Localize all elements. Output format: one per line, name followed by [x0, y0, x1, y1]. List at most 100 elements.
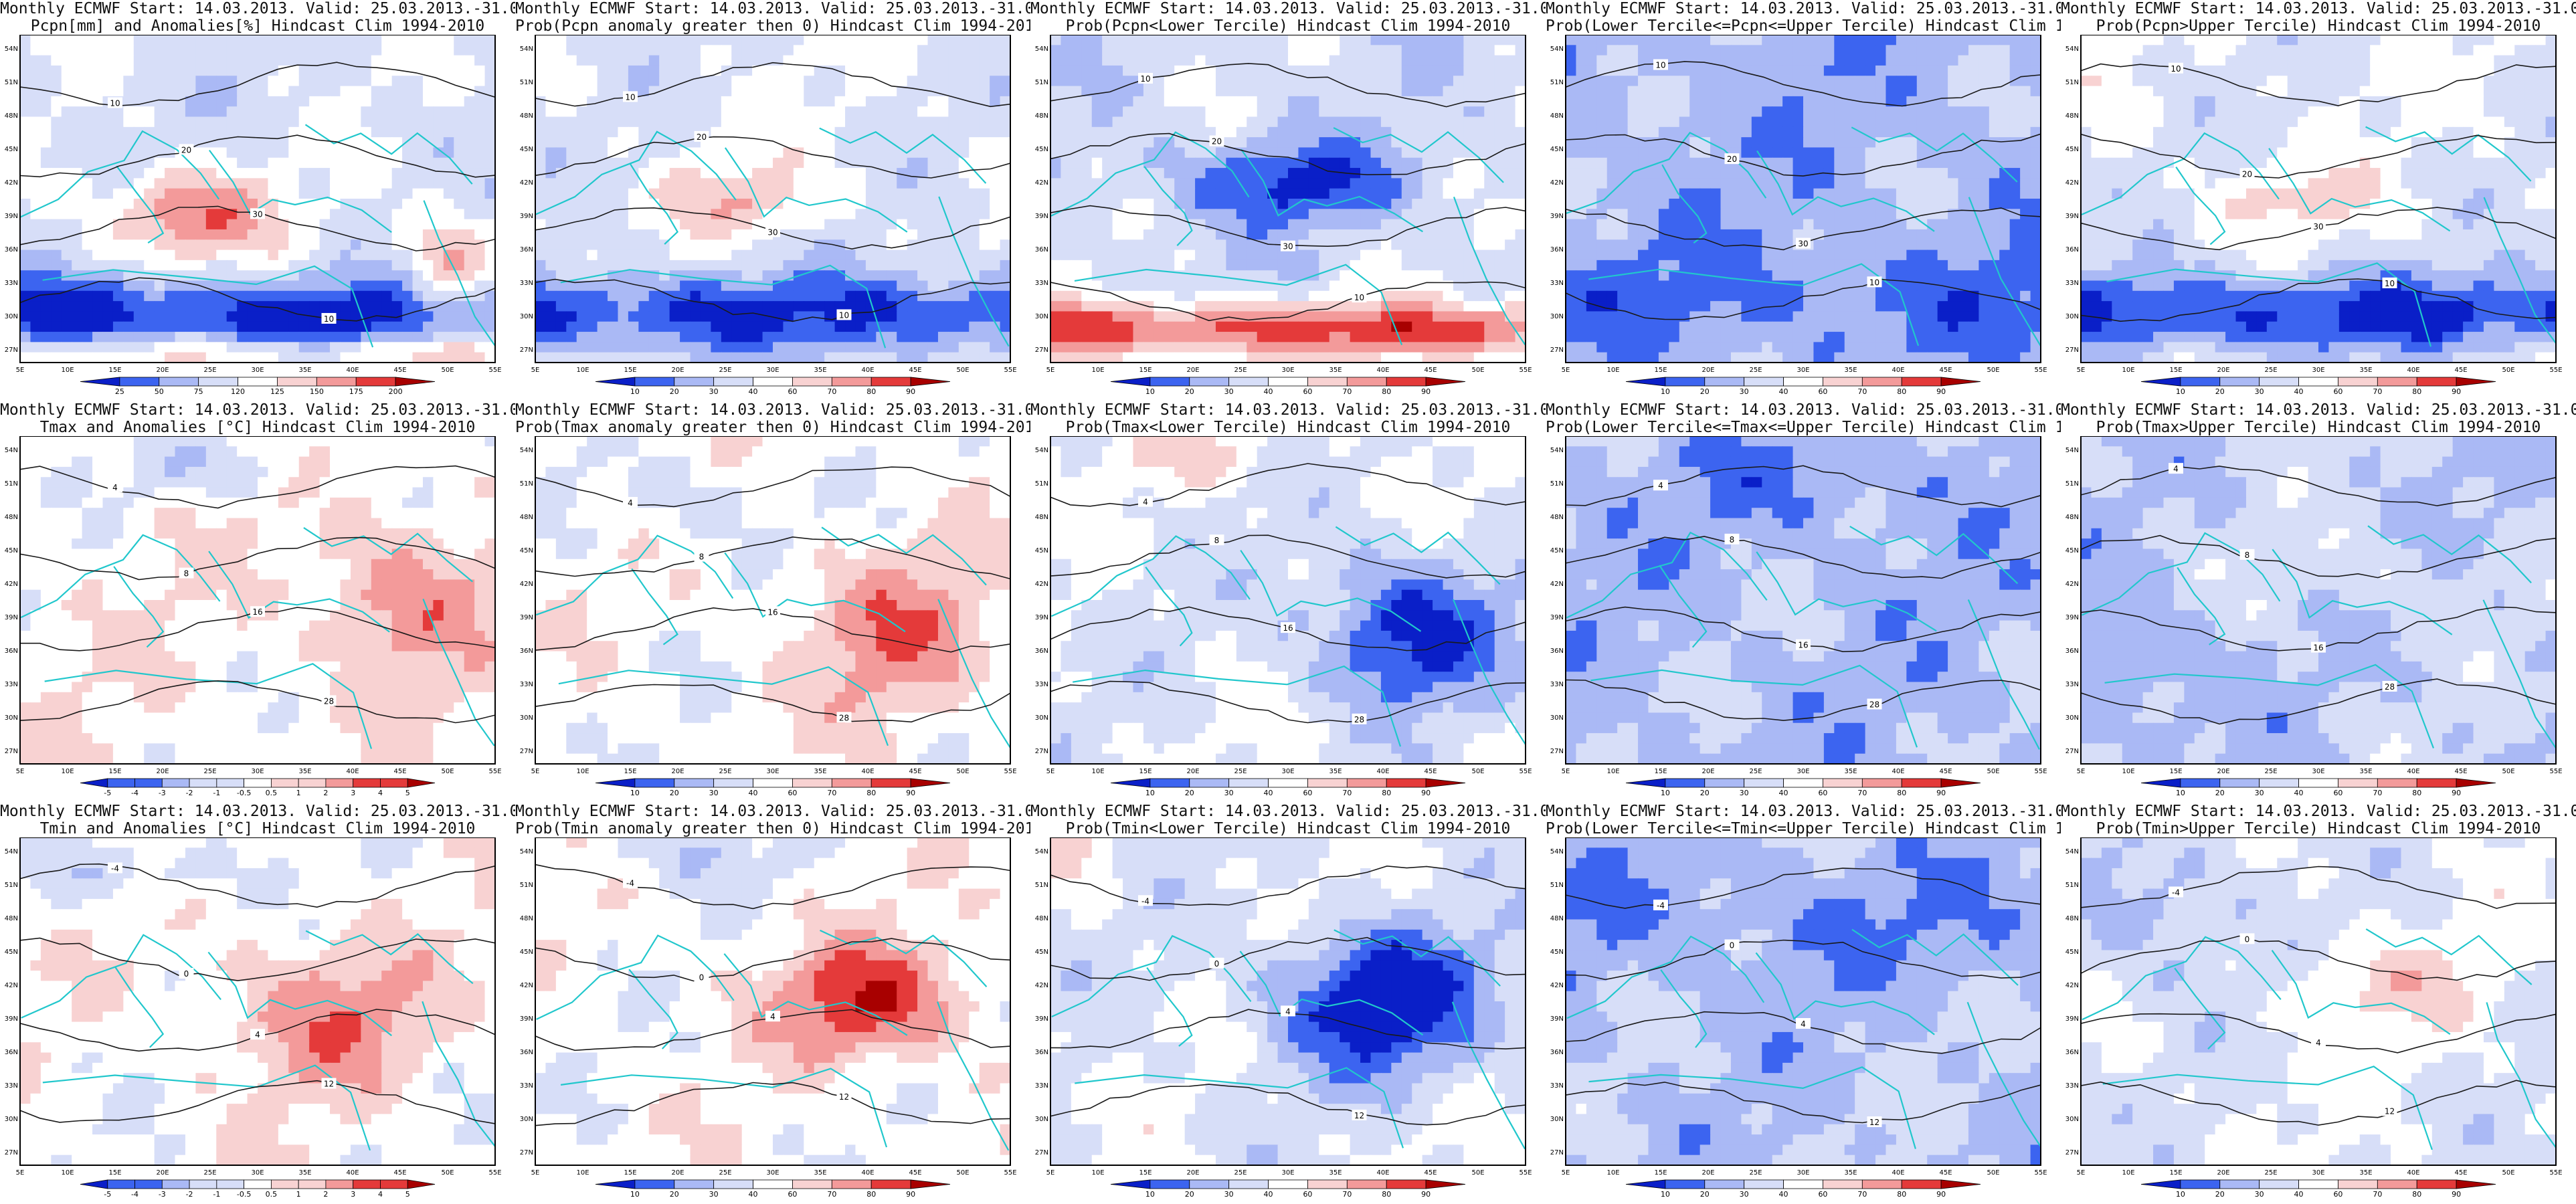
coastline	[560, 264, 887, 348]
longitude-label: 35E	[814, 367, 826, 374]
coastline	[209, 149, 392, 233]
latitude-label: 54N	[1035, 45, 1048, 53]
latitude-label: 36N	[1550, 647, 1564, 655]
contour-line	[1050, 281, 1526, 322]
contour-label: 10	[1140, 74, 1150, 84]
longitude-label: 20E	[156, 768, 169, 775]
longitude-label: 40E	[2407, 1169, 2419, 1177]
longitude-label: 55E	[488, 1169, 501, 1177]
colorbar-label: 30	[1224, 387, 1234, 396]
longitude-label: 55E	[2549, 1169, 2562, 1177]
latitude-label: 54N	[2065, 447, 2079, 454]
colorbar-label: 150	[310, 387, 324, 396]
colorbar-label: 30	[2255, 1190, 2264, 1199]
colorbar-label: 20	[670, 387, 679, 396]
longitude-label: 50E	[441, 768, 454, 775]
colorbar-label: 50	[155, 387, 164, 396]
longitude-label: 35E	[1844, 768, 1857, 775]
colorbar-label: 70	[827, 1190, 836, 1199]
longitude-label: 35E	[2359, 367, 2372, 374]
contour-label: 4	[1801, 1019, 1806, 1029]
longitude-label: 20E	[1186, 1169, 1199, 1177]
longitude-label: 20E	[2217, 768, 2229, 775]
contour-line	[535, 684, 1010, 723]
panel-title-line2: Prob(Tmin>Upper Tercile) Hindcast Clim 1…	[2061, 820, 2576, 837]
colorbar-label: 20	[2215, 1190, 2225, 1199]
colorbar-label: 60	[1818, 789, 1827, 797]
longitude-label: 45E	[1424, 367, 1437, 374]
longitude-label: 5E	[1046, 1169, 1055, 1177]
longitude-label: 15E	[108, 367, 121, 374]
longitude-label: 10E	[2122, 367, 2134, 374]
longitude-label: 45E	[1939, 1169, 1952, 1177]
coastline	[1849, 525, 2019, 585]
latitude-label: 51N	[1035, 79, 1048, 86]
coastline	[1451, 1001, 1526, 1150]
latitude-label: 39N	[2065, 614, 2079, 621]
colorbar-label: 20	[1700, 789, 1710, 797]
map-panel: Monthly ECMWF Start: 14.03.2013. Valid: …	[1030, 803, 1546, 1204]
contour-label: 4	[770, 1012, 775, 1021]
colorbar-label: 20	[1700, 387, 1710, 396]
latitude-label: 39N	[1550, 1015, 1564, 1023]
colorbar-label: 70	[1857, 387, 1867, 396]
longitude-label: 20E	[1701, 1169, 1714, 1177]
map-figure: 10 20 30 10 54N 51N 48N 45N 42N 39N 36N 33N 30N 27N 5E…	[520, 35, 1017, 396]
latitude-label: 33N	[1550, 1082, 1564, 1090]
contour-label: 8	[184, 569, 189, 579]
longitude-label: 45E	[1939, 768, 1952, 775]
longitude-label: 45E	[1939, 367, 1952, 374]
longitude-label: 35E	[1329, 768, 1342, 775]
shaded-field: 10 20 30 10	[535, 35, 1010, 363]
longitude-label: 40E	[861, 1169, 874, 1177]
latitude-label: 54N	[1550, 848, 1564, 856]
longitude-label: 50E	[956, 1169, 969, 1177]
longitude-label: 15E	[624, 768, 636, 775]
latitude-label: 36N	[1035, 246, 1048, 254]
colorbar-label: 70	[827, 789, 836, 797]
shaded-field: 10 20 30 10	[1566, 35, 2041, 363]
colorbar-label: 1	[296, 789, 301, 797]
panel-title: Monthly ECMWF Start: 14.03.2013. Valid: …	[1030, 803, 1546, 837]
longitude-label: 10E	[1091, 367, 1104, 374]
colorbar-label: 75	[194, 387, 203, 396]
longitude-label: 45E	[2454, 768, 2467, 775]
latitude-label: 45N	[1550, 146, 1564, 153]
longitude-label: 5E	[1562, 367, 1570, 374]
contour-line	[20, 680, 495, 724]
map-panel: Monthly ECMWF Start: 14.03.2013. Valid: …	[0, 803, 515, 1204]
latitude-label: 27N	[520, 346, 533, 354]
latitude-label: 30N	[1550, 714, 1564, 722]
panel-title-line1: Monthly ECMWF Start: 14.03.2013. Valid: …	[515, 401, 1030, 419]
longitude-label: 30E	[251, 1169, 264, 1177]
colorbar-label: -4	[131, 789, 139, 797]
contour-label: -4	[2172, 888, 2180, 897]
panel-title-line1: Monthly ECMWF Start: 14.03.2013. Valid: …	[1546, 401, 2061, 419]
map-panel: Monthly ECMWF Start: 14.03.2013. Valid: …	[1546, 401, 2061, 803]
contour-label: 28	[1869, 700, 1879, 710]
shaded-field: 4 8 16 28	[20, 436, 495, 764]
panel-title-line1: Monthly ECMWF Start: 14.03.2013. Valid: …	[1546, 0, 2061, 17]
colorbar-label: 10	[1661, 1190, 1670, 1199]
latitude-label: 39N	[520, 614, 533, 621]
latitude-label: 42N	[2065, 179, 2079, 187]
colorbar: 10 20 30 40 60 70 80 90	[1110, 377, 1466, 396]
panel-title-line2: Prob(Tmax<Lower Tercile) Hindcast Clim 1…	[1030, 419, 1546, 436]
contour-label: 8	[699, 553, 705, 562]
colorbar-label: 0.5	[266, 1190, 278, 1199]
contour-line	[2081, 866, 2556, 909]
latitude-label: 27N	[1550, 748, 1564, 755]
contour-label: 28	[2385, 682, 2395, 692]
colorbar-label: 80	[2412, 387, 2421, 396]
coastline	[1755, 952, 1935, 1035]
longitude-label: 50E	[2502, 1169, 2514, 1177]
panel-title: Monthly ECMWF Start: 14.03.2013. Valid: …	[2061, 401, 2576, 436]
longitude-label: 25E	[203, 768, 216, 775]
contour-label: 4	[2316, 1038, 2321, 1047]
longitude-label: 15E	[108, 1169, 121, 1177]
colorbar-label: 10	[630, 789, 640, 797]
longitude-label: 30E	[1281, 367, 1294, 374]
longitude-label: 50E	[1987, 768, 1999, 775]
longitude-label: 55E	[1004, 768, 1016, 775]
longitude-label: 55E	[1519, 1169, 1532, 1177]
